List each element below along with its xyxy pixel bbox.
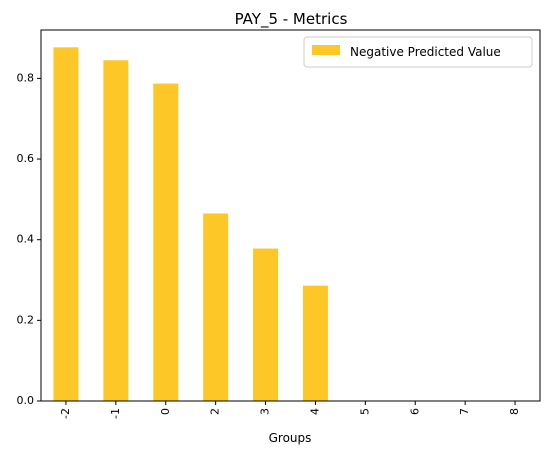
x-tick-label: 0 [159,408,172,415]
bar [53,47,79,402]
x-tick-label: 7 [458,408,471,415]
y-tick-label: 0.0 [17,394,35,407]
legend-swatch [312,45,340,55]
bar [203,213,229,401]
y-tick-label: 0.6 [17,152,35,165]
x-tick-label: 4 [308,408,321,415]
x-tick-label: 3 [259,408,272,415]
bar [103,60,129,401]
bar [153,83,179,401]
plot-frame [40,29,541,402]
bar [302,285,328,401]
y-tick-label: 0.8 [17,71,35,84]
bars-group [53,47,328,402]
x-tick-label: -1 [109,408,122,419]
chart-title: PAY_5 - Metrics [235,10,348,29]
x-tick-label: 2 [209,408,222,415]
x-tick-label: 5 [358,408,371,415]
x-tick-label: 6 [408,408,421,415]
x-tick-label: -2 [59,408,72,419]
y-tick-label: 0.2 [17,313,35,326]
y-tick-label: 0.4 [17,233,35,246]
legend: Negative Predicted Value [303,36,533,68]
x-axis: -2 -1 0 2 3 4 5 6 7 8 [59,401,521,419]
bar [253,248,279,401]
x-axis-label: Groups [269,431,312,445]
legend-label: Negative Predicted Value [350,45,501,59]
y-axis: 0.0 0.2 0.4 0.6 0.8 [17,71,41,407]
legend-box [303,36,533,68]
x-tick-label: 8 [508,408,521,415]
